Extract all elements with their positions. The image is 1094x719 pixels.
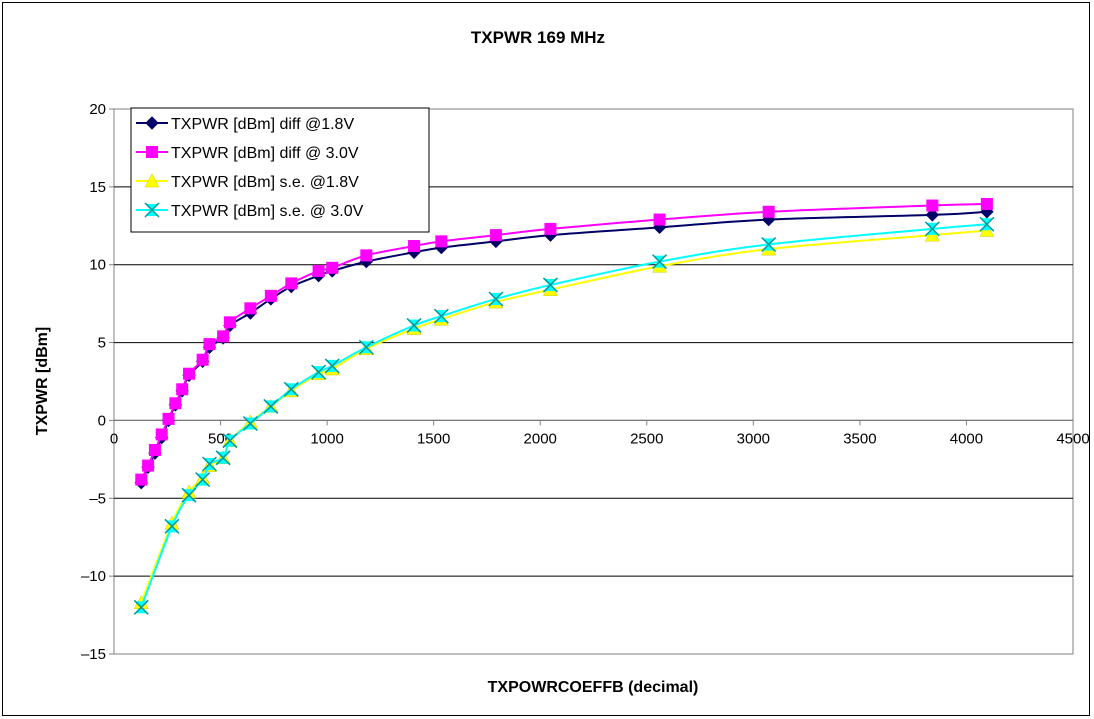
x-axis-title: TXPOWRCOEFFB (decimal) [488,679,699,696]
x-axis [109,108,1074,655]
y-tick-label-2: –5 [89,490,106,507]
series-1-point-19 [435,235,448,248]
legend-label-0: TXPWR [dBm] diff @1.8V [171,116,354,133]
legend-marker-0 [145,116,159,130]
legend-label-2: TXPWR [dBm] s.e. @1.8V [171,174,359,191]
series-1-point-20 [489,229,502,242]
series-3-point-4 [201,456,218,472]
series-3-point-5 [215,450,231,466]
series-3-point-8 [263,398,279,414]
series-1-point-13 [264,289,277,302]
series-1-point-17 [360,249,373,262]
series-1-point-14 [285,277,298,290]
y-axis-title: TXPWR [dBm] [34,327,51,435]
series-3-point-19 [924,221,940,237]
series-layer [133,197,995,615]
series-3-point-2 [181,487,197,503]
series-1-point-10 [217,330,230,343]
x-tick-label-4: 2000 [524,430,557,447]
series-3-point-0 [133,599,149,615]
series-3-point-14 [433,308,449,324]
series-3 [133,216,995,615]
series-1-point-21 [544,222,557,235]
series-1-point-2 [148,444,161,457]
x-tick-label-2: 1000 [310,430,343,447]
series-1-point-7 [183,367,196,380]
x-tick-label-9: 4500 [1056,430,1089,447]
series-1-point-22 [653,213,666,226]
y-tick-labels: –15 –10 –5 0 5 10 15 20 [81,101,106,663]
legend-label-1: TXPWR [dBm] diff @ 3.0V [171,145,359,162]
series-1-point-25 [980,197,993,210]
series-3-point-10 [311,364,327,380]
legend-label-3: TXPWR [dBm] s.e. @ 3.0V [171,203,364,220]
series-3-point-11 [324,358,340,374]
series-3-point-6 [222,433,238,449]
legend: TXPWR [dBm] diff @1.8V TXPWR [dBm] diff @… [130,107,430,233]
x-tick-label-5: 2500 [630,430,663,447]
legend-marker-1 [146,146,158,158]
x-tick-label-6: 3000 [737,430,770,447]
series-0-point-24 [925,208,940,222]
series-1-point-18 [408,240,421,253]
series-1-point-11 [223,316,236,329]
series-3-point-20 [979,216,995,232]
y-tick-label-3: 0 [98,412,106,429]
x-tick-label-3: 1500 [417,430,450,447]
series-3-point-7 [242,416,258,432]
y-tick-label-5: 10 [89,257,106,274]
y-tick-label-1: –10 [81,568,106,585]
y-tick-label-7: 20 [89,101,106,118]
series-1-point-16 [326,261,339,274]
x-tick-label-7: 3500 [843,430,876,447]
series-1-point-4 [162,412,175,425]
legend-items: TXPWR [dBm] diff @1.8V TXPWR [dBm] diff @… [136,116,364,220]
chart-title: TXPWR 169 MHz [471,28,605,47]
series-3-point-18 [761,236,777,253]
series-1-point-24 [926,199,939,212]
series-3-point-13 [406,317,422,333]
series-1-point-9 [203,338,216,351]
series-1-point-6 [176,383,189,396]
series-3-point-16 [542,277,558,293]
x-tick-label-8: 4000 [950,430,983,447]
y-tick-label-6: 15 [89,179,106,196]
legend-box [130,107,430,233]
series-1-point-3 [155,428,168,441]
legend-marker-2 [144,173,160,188]
legend-marker-3 [144,202,160,218]
series-1-point-1 [142,459,155,472]
series-1-point-12 [244,302,257,315]
series-3-point-12 [358,339,374,355]
series-3-point-1 [164,518,180,534]
series-3-point-3 [195,472,211,488]
series-3-point-17 [652,254,668,270]
y-tick-label-4: 5 [98,335,106,352]
series-1-point-8 [196,353,209,366]
series-1-point-5 [169,397,182,410]
series-1 [135,197,993,486]
series-3-point-15 [488,291,504,307]
series-1-point-23 [762,205,775,218]
series-1-point-15 [312,264,325,277]
y-tick-label-0: –15 [81,646,106,663]
series-1-point-0 [135,473,148,486]
x-tick-label-0: 0 [110,430,118,447]
series-3-point-9 [283,381,299,397]
